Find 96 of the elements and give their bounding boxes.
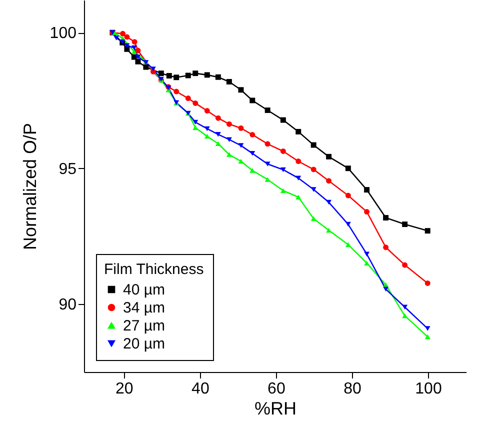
x-tick-label: 80 — [344, 380, 362, 398]
point — [310, 142, 316, 148]
point — [215, 115, 221, 121]
point — [238, 87, 244, 93]
point — [135, 58, 141, 64]
point — [264, 141, 270, 147]
y-axis-title: Normalized O/P — [20, 122, 40, 250]
point — [174, 74, 180, 80]
point — [215, 141, 221, 146]
point — [424, 334, 430, 340]
point — [402, 304, 408, 310]
point — [345, 222, 351, 227]
point — [383, 244, 389, 250]
point — [402, 313, 408, 318]
x-tick-label: 40 — [192, 380, 210, 398]
point — [280, 117, 286, 123]
point — [345, 192, 351, 198]
point — [424, 326, 430, 331]
point — [296, 194, 302, 200]
legend-label: 27 µm — [123, 318, 165, 334]
point — [124, 34, 130, 40]
point — [296, 128, 302, 134]
point — [326, 154, 332, 160]
point — [424, 280, 430, 286]
point — [215, 74, 221, 80]
legend-label: 20 µm — [123, 336, 165, 352]
point — [364, 260, 370, 266]
point — [166, 73, 172, 78]
point — [131, 45, 137, 50]
point — [143, 64, 149, 70]
point — [264, 162, 270, 166]
point — [326, 178, 332, 184]
point — [185, 72, 191, 78]
point — [264, 177, 270, 182]
point — [264, 108, 270, 113]
x-tick-label: 60 — [268, 380, 286, 398]
point — [310, 216, 316, 221]
point — [364, 187, 370, 193]
point — [124, 46, 130, 52]
y-tick-label: 100 — [50, 25, 77, 42]
point — [158, 70, 164, 76]
point — [114, 36, 120, 40]
point — [364, 209, 370, 215]
point — [132, 39, 138, 45]
point — [131, 49, 137, 54]
point — [326, 228, 332, 233]
point — [364, 252, 370, 257]
point — [280, 188, 286, 193]
point — [424, 228, 430, 234]
point — [345, 166, 351, 172]
point — [296, 158, 302, 164]
point — [226, 137, 232, 142]
point — [204, 72, 210, 78]
point — [326, 200, 332, 205]
point — [280, 148, 286, 154]
point — [402, 262, 408, 268]
x-tick-label: 100 — [415, 380, 442, 398]
point — [204, 108, 210, 114]
x-axis-title: %RH — [254, 398, 297, 418]
x-tick-label: 20 — [116, 380, 134, 398]
point — [185, 96, 191, 102]
point — [215, 132, 221, 137]
point — [124, 43, 130, 48]
point — [250, 151, 256, 156]
point — [174, 88, 180, 94]
point — [296, 176, 302, 180]
point — [383, 215, 389, 221]
point — [238, 143, 244, 148]
point — [226, 152, 232, 157]
legend-label: 34 µm — [123, 300, 165, 316]
y-tick-label: 90 — [58, 296, 77, 314]
point — [310, 166, 316, 172]
point — [192, 100, 198, 106]
point — [383, 282, 389, 288]
point — [280, 167, 286, 172]
point — [250, 132, 256, 138]
point — [192, 120, 198, 125]
point — [135, 54, 141, 60]
point — [310, 187, 316, 192]
point — [192, 70, 198, 76]
point — [135, 48, 141, 54]
point — [383, 286, 389, 292]
point — [238, 158, 244, 164]
point — [345, 242, 351, 248]
point — [204, 126, 210, 132]
legend-label: 40 µm — [123, 282, 165, 298]
point — [250, 168, 256, 173]
point — [238, 125, 244, 131]
point — [226, 121, 232, 127]
point — [250, 98, 256, 104]
point — [120, 30, 126, 36]
point — [402, 222, 408, 228]
y-tick-label: 95 — [58, 160, 77, 178]
legend-title: Film Thickness — [104, 261, 204, 278]
point — [204, 134, 210, 139]
point — [226, 78, 232, 84]
